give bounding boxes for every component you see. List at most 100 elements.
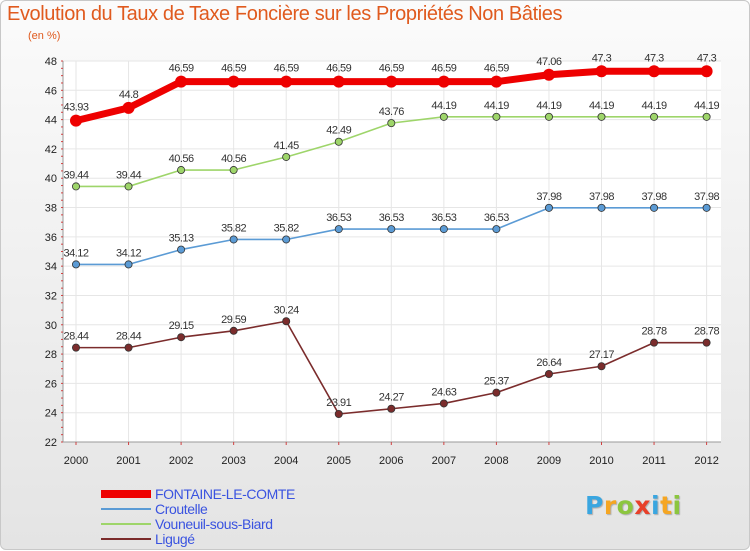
x-tick-label: 2003 bbox=[221, 455, 245, 467]
y-tick-label: 38 bbox=[45, 203, 57, 215]
logo-letter: P bbox=[585, 491, 604, 520]
data-label-liguge: 28.78 bbox=[694, 326, 719, 338]
data-label-vouneuil-sous-biard: 39.44 bbox=[116, 169, 141, 181]
data-point-liguge bbox=[387, 404, 396, 413]
data-label-liguge: 29.15 bbox=[169, 320, 194, 332]
data-label-vouneuil-sous-biard: 44.19 bbox=[642, 100, 667, 112]
chart-title: Evolution du Taux de Taxe Foncière sur l… bbox=[7, 3, 563, 25]
legend-label-fontaine-le-comte: FONTAINE-LE-COMTE bbox=[155, 485, 295, 502]
legend-swatch-liguge bbox=[101, 537, 151, 540]
legend-label-vouneuil-sous-biard: Vouneuil-sous-Biard bbox=[155, 515, 273, 532]
data-label-vouneuil-sous-biard: 42.49 bbox=[326, 125, 351, 137]
data-label-vouneuil-sous-biard: 39.44 bbox=[63, 169, 88, 181]
legend-item-vouneuil-sous-biard: Vouneuil-sous-Biard bbox=[101, 515, 295, 532]
legend-label-liguge: Ligugé bbox=[155, 530, 195, 547]
data-point-liguge bbox=[334, 410, 343, 419]
data-point-vouneuil-sous-biard bbox=[124, 182, 133, 191]
data-point-liguge bbox=[544, 370, 553, 379]
x-tick-label: 2011 bbox=[642, 455, 666, 467]
data-point-fontaine-le-comte bbox=[175, 75, 188, 88]
logo-letter: r bbox=[603, 491, 617, 520]
y-tick-label: 30 bbox=[45, 320, 57, 332]
y-tick-label: 32 bbox=[45, 290, 57, 302]
y-tick-label: 44 bbox=[45, 115, 57, 127]
data-point-vouneuil-sous-biard bbox=[387, 119, 396, 128]
data-label-fontaine-le-comte: 46.59 bbox=[274, 63, 299, 75]
data-label-liguge: 28.78 bbox=[642, 326, 667, 338]
data-point-croutelle bbox=[439, 225, 448, 234]
data-point-liguge bbox=[282, 317, 291, 326]
data-label-fontaine-le-comte: 47.06 bbox=[536, 56, 561, 68]
data-label-liguge: 28.44 bbox=[63, 331, 88, 343]
data-label-vouneuil-sous-biard: 40.56 bbox=[221, 153, 246, 165]
proxiti-logo: Proxiti bbox=[585, 491, 682, 520]
y-tick-label: 40 bbox=[45, 173, 57, 185]
data-point-vouneuil-sous-biard bbox=[282, 152, 291, 161]
data-label-vouneuil-sous-biard: 44.19 bbox=[694, 100, 719, 112]
data-label-croutelle: 34.12 bbox=[116, 247, 141, 259]
logo-letter: x bbox=[634, 491, 651, 520]
data-point-fontaine-le-comte bbox=[700, 65, 713, 78]
data-point-liguge bbox=[229, 326, 238, 335]
data-label-vouneuil-sous-biard: 44.19 bbox=[589, 100, 614, 112]
x-tick-label: 2010 bbox=[589, 455, 613, 467]
legend-label-croutelle: Croutelle bbox=[155, 500, 208, 517]
data-point-croutelle bbox=[597, 203, 606, 212]
data-point-vouneuil-sous-biard bbox=[72, 182, 81, 191]
data-point-vouneuil-sous-biard bbox=[544, 112, 553, 121]
data-label-vouneuil-sous-biard: 41.45 bbox=[274, 140, 299, 152]
data-label-vouneuil-sous-biard: 44.19 bbox=[431, 100, 456, 112]
data-label-liguge: 29.59 bbox=[221, 314, 246, 326]
data-point-vouneuil-sous-biard bbox=[439, 112, 448, 121]
y-tick-label: 26 bbox=[45, 378, 57, 390]
data-point-liguge bbox=[650, 338, 659, 347]
data-label-croutelle: 35.82 bbox=[274, 222, 299, 234]
data-label-liguge: 28.44 bbox=[116, 331, 141, 343]
data-label-fontaine-le-comte: 46.59 bbox=[221, 63, 246, 75]
y-tick-label: 34 bbox=[45, 261, 57, 273]
legend-item-liguge: Ligugé bbox=[101, 530, 295, 547]
x-tick-label: 2005 bbox=[327, 455, 351, 467]
data-point-vouneuil-sous-biard bbox=[334, 137, 343, 146]
data-point-fontaine-le-comte bbox=[385, 75, 398, 88]
data-point-fontaine-le-comte bbox=[648, 65, 661, 78]
data-point-vouneuil-sous-biard bbox=[597, 112, 606, 121]
logo-letter: i bbox=[651, 491, 661, 520]
data-label-vouneuil-sous-biard: 44.19 bbox=[536, 100, 561, 112]
data-point-fontaine-le-comte bbox=[542, 68, 555, 81]
data-point-liguge bbox=[124, 343, 133, 352]
logo-letter: t bbox=[660, 491, 673, 520]
legend-item-croutelle: Croutelle bbox=[101, 500, 295, 517]
legend: FONTAINE-LE-COMTE Croutelle Vouneuil-sou… bbox=[101, 485, 295, 547]
logo-letter: i bbox=[672, 491, 682, 520]
x-tick-label: 2009 bbox=[537, 455, 561, 467]
data-label-fontaine-le-comte: 46.59 bbox=[379, 63, 404, 75]
data-point-liguge bbox=[177, 333, 186, 342]
data-label-liguge: 26.64 bbox=[536, 357, 561, 369]
x-tick-label: 2008 bbox=[484, 455, 508, 467]
data-point-croutelle bbox=[282, 235, 291, 244]
data-point-liguge bbox=[439, 399, 448, 408]
data-point-vouneuil-sous-biard bbox=[492, 112, 501, 121]
data-label-croutelle: 35.13 bbox=[169, 233, 194, 245]
data-point-fontaine-le-comte bbox=[490, 75, 503, 88]
data-point-croutelle bbox=[650, 203, 659, 212]
data-point-croutelle bbox=[229, 235, 238, 244]
data-point-croutelle bbox=[177, 245, 186, 254]
data-point-fontaine-le-comte bbox=[280, 75, 293, 88]
x-tick-label: 2007 bbox=[432, 455, 456, 467]
data-point-fontaine-le-comte bbox=[70, 114, 82, 127]
data-label-fontaine-le-comte: 46.59 bbox=[169, 63, 194, 75]
data-point-liguge bbox=[702, 338, 711, 347]
logo-letter: o bbox=[616, 491, 635, 520]
data-point-croutelle bbox=[124, 260, 133, 269]
data-label-croutelle: 35.82 bbox=[221, 222, 246, 234]
data-label-vouneuil-sous-biard: 40.56 bbox=[169, 153, 194, 165]
y-tick-label: 48 bbox=[45, 56, 57, 68]
x-tick-label: 2000 bbox=[64, 455, 88, 467]
data-point-croutelle bbox=[702, 203, 711, 212]
data-point-liguge bbox=[72, 343, 81, 352]
data-point-fontaine-le-comte bbox=[437, 75, 450, 88]
data-label-fontaine-le-comte: 46.59 bbox=[326, 63, 351, 75]
